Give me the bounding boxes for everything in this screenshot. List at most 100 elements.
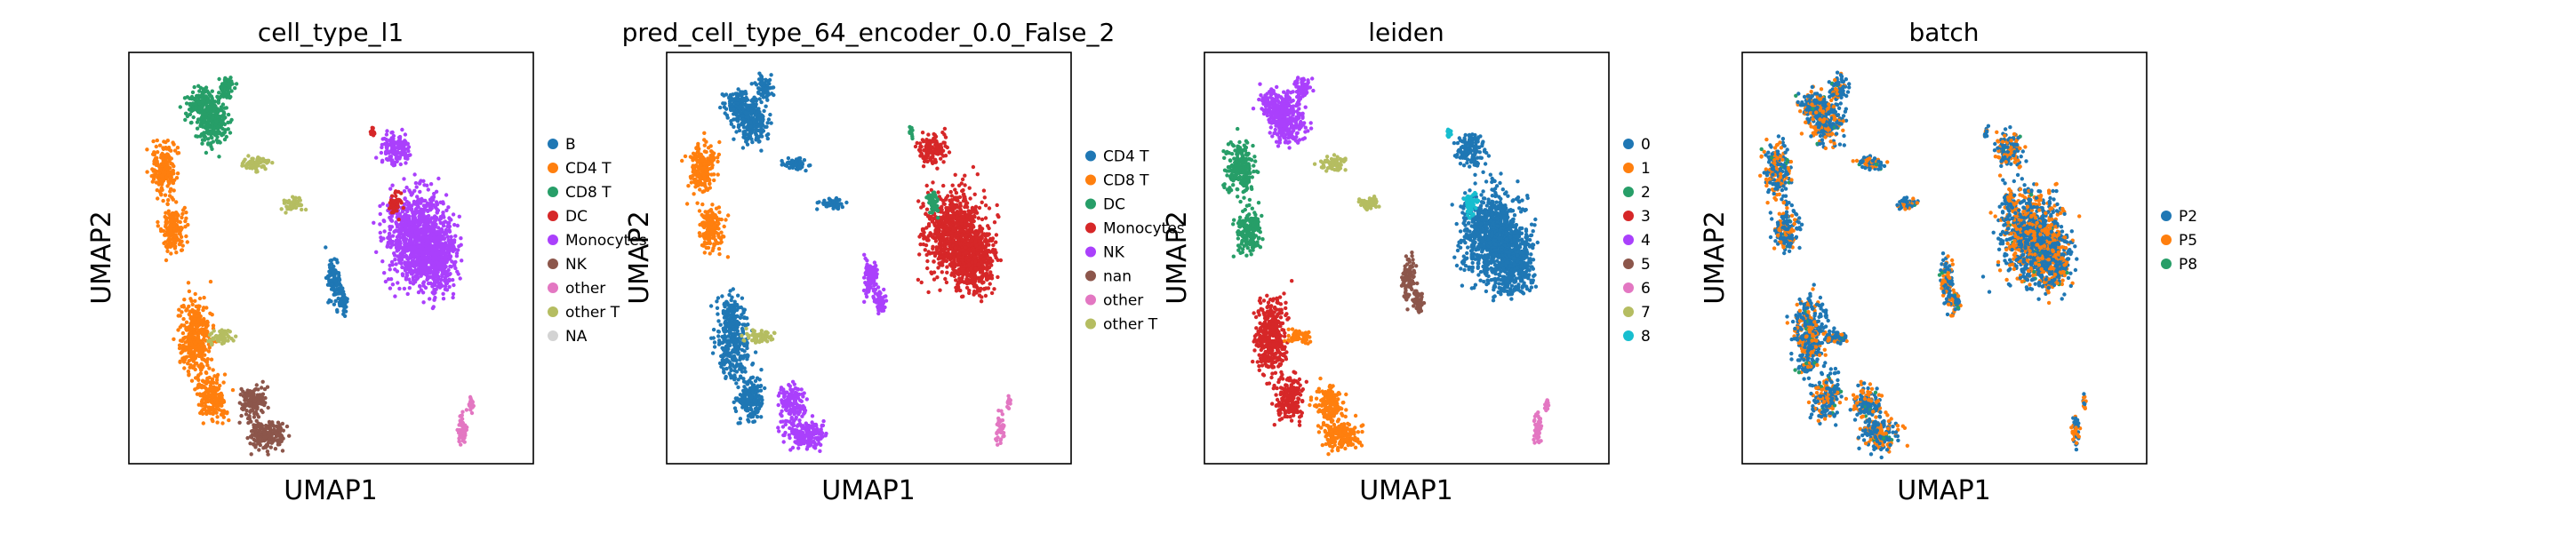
umap-point [154,144,158,149]
umap-point [432,274,436,279]
umap-point [441,202,445,206]
umap-point [245,435,250,441]
umap-point [215,135,220,139]
umap-point [727,360,732,365]
umap-point [435,244,439,249]
umap-point [432,235,436,240]
umap-point [170,169,174,174]
legend-item: NA [548,328,588,346]
umap-point [733,343,738,347]
umap-point [220,126,225,131]
umap-point [196,373,201,378]
umap-point [234,82,239,86]
umap-point [404,277,409,282]
umap-point [193,341,198,346]
umap-point [716,172,720,177]
umap-point [443,236,447,241]
umap-point [174,251,179,255]
umap-point [256,155,260,160]
umap-svg-2: pred_cell_type_64_encoder_0.0_False_2 UM… [622,18,1185,506]
umap-point [428,235,432,240]
umap-point [281,436,285,441]
umap-point [403,268,408,273]
umap-point [460,423,464,428]
umap-point [397,227,402,232]
umap-point [257,440,261,444]
umap-point [145,170,149,174]
umap-point [228,76,233,80]
umap-point [226,78,231,83]
umap-point [193,298,197,303]
legend-swatch [548,139,558,149]
legend-label: CD8 T [565,184,612,202]
umap-point [172,215,176,219]
umap-point [191,365,196,370]
umap-point [716,296,721,300]
umap-point [397,138,402,143]
umap-point [165,249,170,253]
umap-panel-cell-type-l1: cell_type_l1 UMAP1 UMAP2 B CD4 T CD8 T DC Mo… [0,0,647,533]
umap-point [716,234,721,238]
umap-point [415,255,420,260]
umap-point [442,255,446,260]
umap-point [333,298,338,303]
umap-point [410,252,415,258]
umap-point [268,445,273,449]
umap-point [441,213,445,218]
umap-point [391,206,396,211]
umap-point [164,211,168,215]
umap-point [187,359,191,363]
umap-point [293,205,298,210]
umap-point [329,282,334,287]
umap-point [746,136,750,140]
umap-point [452,222,457,227]
umap-point [433,219,437,223]
umap-point [243,157,247,162]
umap-point [184,211,188,215]
umap-point [156,196,160,201]
umap-point [719,230,724,235]
umap-point [741,125,747,130]
umap-point [436,176,441,181]
umap-point [395,269,400,274]
umap-point [446,247,451,251]
umap-point [172,242,177,246]
umap-point [182,323,187,328]
umap-point [270,161,275,165]
umap-point [455,427,460,433]
umap-point [203,353,207,357]
umap-point [389,131,394,135]
umap-point [208,311,212,315]
umap-point [735,91,740,96]
umap-point [257,432,262,436]
umap-point [468,405,473,410]
umap-point [750,97,756,102]
umap-point [372,131,377,136]
umap-point [699,152,703,157]
umap-point [692,165,696,171]
umap-point [187,312,191,317]
umap-point [697,231,702,235]
umap-point [249,435,254,440]
umap-point [440,274,444,279]
umap-point [153,171,158,177]
umap-point [178,238,182,243]
umap-point [166,209,171,213]
umap-point [745,357,749,362]
umap-point [865,267,870,272]
umap-point [160,173,164,178]
plot-frame [128,52,534,465]
umap-point [447,241,452,246]
umap-point [431,195,436,199]
umap-point [709,172,714,177]
umap-point [435,210,439,215]
umap-point [187,289,192,294]
umap-point [704,168,709,172]
umap-point [711,336,716,340]
umap-point [696,144,700,148]
umap-point [159,193,164,197]
umap-point [416,204,420,210]
umap-point [438,228,443,234]
umap-point [197,314,203,318]
umap-point [428,205,433,210]
